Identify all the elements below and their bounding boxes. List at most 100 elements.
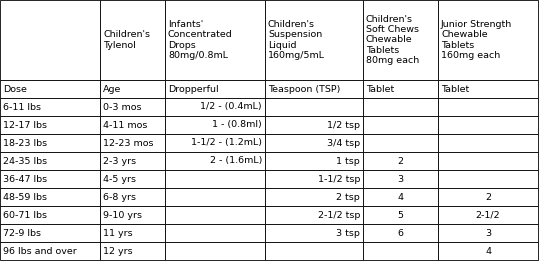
Text: 24-35 lbs: 24-35 lbs [3, 157, 47, 166]
Text: 2 - (1.6mL): 2 - (1.6mL) [210, 157, 262, 166]
Bar [100, 206, 165, 224]
Text: 6-8 yrs: 6-8 yrs [103, 192, 136, 201]
Text: Tablet: Tablet [441, 85, 469, 94]
Bar [0, 206, 100, 224]
Bar [438, 224, 538, 242]
Text: 2: 2 [397, 157, 403, 166]
Bar [0, 152, 100, 170]
Bar [0, 80, 100, 98]
Text: 9-10 yrs: 9-10 yrs [103, 210, 142, 219]
Text: 6-11 lbs: 6-11 lbs [3, 103, 41, 112]
Text: 1 tsp: 1 tsp [336, 157, 360, 166]
Text: 2-3 yrs: 2-3 yrs [103, 157, 136, 166]
Text: Children's
Soft Chews
Chewable
Tablets
80mg each: Children's Soft Chews Chewable Tablets 8… [366, 15, 419, 65]
Bar [0, 170, 100, 188]
Bar [438, 134, 538, 152]
Text: 3/4 tsp: 3/4 tsp [327, 139, 360, 148]
Text: Children's
Tylenol: Children's Tylenol [103, 30, 150, 50]
Bar [438, 242, 538, 260]
Bar [363, 152, 438, 170]
Text: 60-71 lbs: 60-71 lbs [3, 210, 47, 219]
Text: Dropperful: Dropperful [168, 85, 219, 94]
Bar [0, 242, 100, 260]
Text: 11 yrs: 11 yrs [103, 228, 132, 237]
Text: 2-1/2 tsp: 2-1/2 tsp [318, 210, 360, 219]
Bar [100, 0, 165, 80]
Bar [100, 152, 165, 170]
Bar [363, 188, 438, 206]
Bar [363, 0, 438, 80]
Bar [265, 224, 363, 242]
Text: 18-23 lbs: 18-23 lbs [3, 139, 47, 148]
Text: Dose: Dose [3, 85, 27, 94]
Bar [363, 98, 438, 116]
Text: 3: 3 [485, 228, 491, 237]
Text: Age: Age [103, 85, 122, 94]
Text: 4: 4 [485, 246, 491, 255]
Text: 2-1/2: 2-1/2 [476, 210, 500, 219]
Text: 1/2 - (0.4mL): 1/2 - (0.4mL) [201, 103, 262, 112]
Text: 1 - (0.8ml): 1 - (0.8ml) [212, 121, 262, 130]
Bar [0, 188, 100, 206]
Text: 5: 5 [397, 210, 403, 219]
Bar [100, 242, 165, 260]
Bar [363, 224, 438, 242]
Bar [0, 224, 100, 242]
Bar [0, 98, 100, 116]
Text: 1/2 tsp: 1/2 tsp [327, 121, 360, 130]
Bar [438, 152, 538, 170]
Bar [165, 170, 265, 188]
Bar [265, 152, 363, 170]
Bar [265, 116, 363, 134]
Text: Teaspoon (TSP): Teaspoon (TSP) [268, 85, 341, 94]
Bar [165, 242, 265, 260]
Bar [363, 170, 438, 188]
Text: Infants'
Concentrated
Drops
80mg/0.8mL: Infants' Concentrated Drops 80mg/0.8mL [168, 20, 233, 60]
Bar [363, 80, 438, 98]
Bar [265, 188, 363, 206]
Bar [438, 98, 538, 116]
Bar [438, 80, 538, 98]
Text: 4: 4 [397, 192, 403, 201]
Text: 2 tsp: 2 tsp [336, 192, 360, 201]
Text: 1-1/2 tsp: 1-1/2 tsp [318, 174, 360, 183]
Text: 1-1/2 - (1.2mL): 1-1/2 - (1.2mL) [191, 139, 262, 148]
Text: Children's
Suspension
Liquid
160mg/5mL: Children's Suspension Liquid 160mg/5mL [268, 20, 325, 60]
Bar [165, 188, 265, 206]
Text: 4-5 yrs: 4-5 yrs [103, 174, 136, 183]
Bar [100, 224, 165, 242]
Bar [265, 242, 363, 260]
Bar [100, 80, 165, 98]
Text: Tablet: Tablet [366, 85, 394, 94]
Bar [165, 98, 265, 116]
Bar [363, 134, 438, 152]
Bar [165, 116, 265, 134]
Bar [265, 170, 363, 188]
Bar [265, 80, 363, 98]
Text: 3 tsp: 3 tsp [336, 228, 360, 237]
Bar [265, 98, 363, 116]
Bar [265, 0, 363, 80]
Bar [165, 206, 265, 224]
Bar [165, 0, 265, 80]
Bar [100, 98, 165, 116]
Text: 12-17 lbs: 12-17 lbs [3, 121, 47, 130]
Bar [438, 0, 538, 80]
Bar [100, 170, 165, 188]
Bar [100, 188, 165, 206]
Bar [0, 0, 100, 80]
Bar [363, 116, 438, 134]
Text: 12 yrs: 12 yrs [103, 246, 132, 255]
Bar [438, 206, 538, 224]
Bar [100, 116, 165, 134]
Bar [0, 116, 100, 134]
Bar [363, 206, 438, 224]
Bar [363, 242, 438, 260]
Bar [165, 152, 265, 170]
Bar [438, 116, 538, 134]
Text: 6: 6 [397, 228, 403, 237]
Text: 2: 2 [485, 192, 491, 201]
Bar [165, 224, 265, 242]
Text: Junior Strength
Chewable
Tablets
160mg each: Junior Strength Chewable Tablets 160mg e… [441, 20, 512, 60]
Bar [265, 206, 363, 224]
